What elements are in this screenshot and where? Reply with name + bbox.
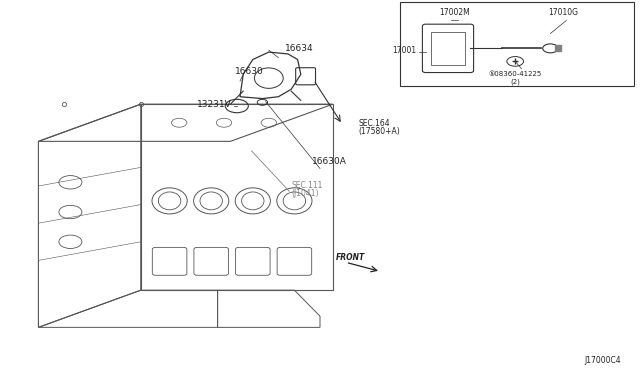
Text: FRONT: FRONT bbox=[336, 253, 365, 262]
Text: 16630: 16630 bbox=[236, 67, 264, 76]
Text: ⑤08360-41225: ⑤08360-41225 bbox=[488, 71, 542, 77]
Text: 17010G: 17010G bbox=[548, 8, 578, 17]
Text: SEC.111: SEC.111 bbox=[291, 181, 323, 190]
Text: 13231V: 13231V bbox=[197, 100, 232, 109]
Text: (J1041): (J1041) bbox=[291, 189, 319, 198]
Text: 16630A: 16630A bbox=[312, 157, 347, 166]
Text: 17002M: 17002M bbox=[439, 8, 470, 17]
Text: (2): (2) bbox=[510, 79, 520, 85]
Text: 16634: 16634 bbox=[285, 44, 314, 53]
Bar bbox=[431, 32, 465, 65]
Text: (17580+A): (17580+A) bbox=[358, 127, 400, 136]
Text: SEC.164: SEC.164 bbox=[358, 119, 390, 128]
Text: J17000C4: J17000C4 bbox=[584, 356, 621, 365]
Bar bbox=[400, 2, 634, 86]
Text: 17001: 17001 bbox=[392, 46, 416, 55]
